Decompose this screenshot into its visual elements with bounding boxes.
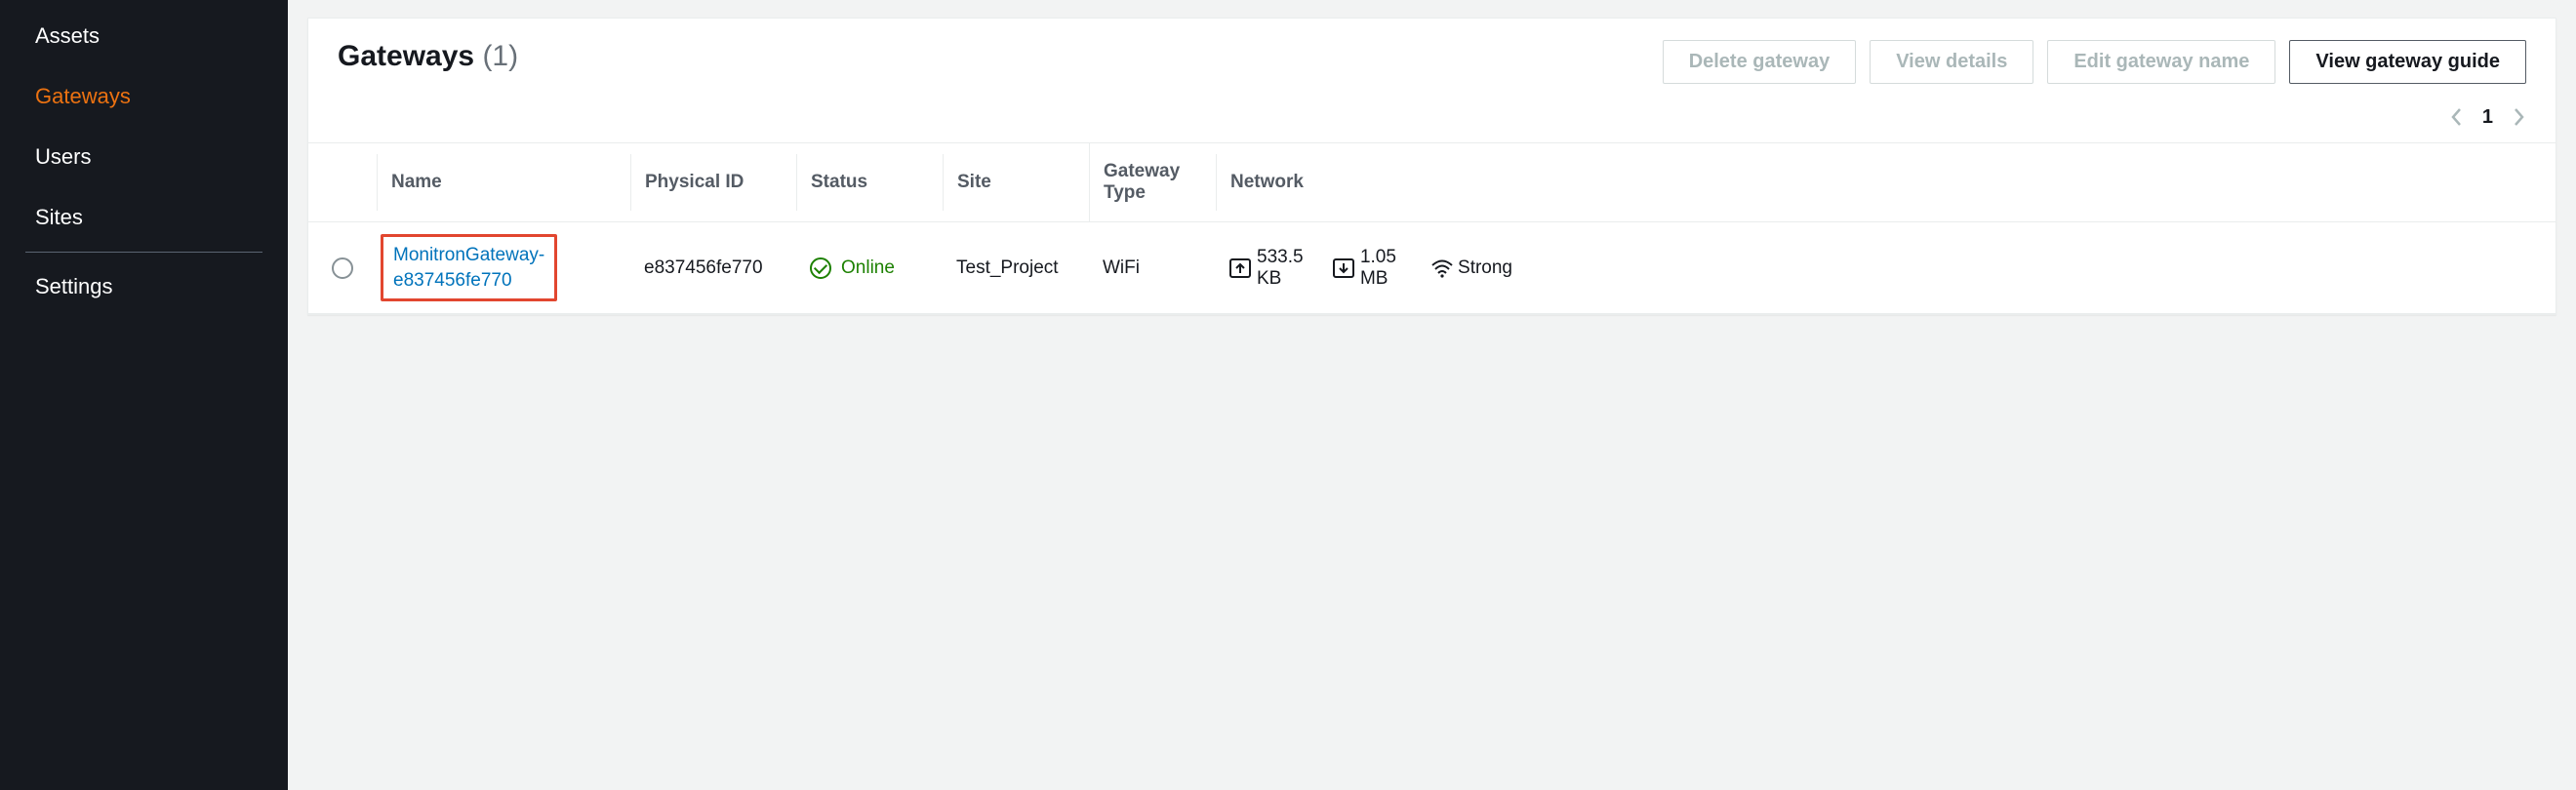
row-status: Online (796, 240, 943, 296)
pager-next-icon[interactable] (2511, 105, 2526, 129)
view-gateway-guide-button[interactable]: View gateway guide (2289, 40, 2526, 84)
col-status: Status (796, 154, 943, 211)
col-name: Name (377, 154, 630, 211)
edit-gateway-name-button[interactable]: Edit gateway name (2047, 40, 2275, 84)
view-details-button[interactable]: View details (1870, 40, 2033, 84)
network-download-value: 1.05 MB (1360, 247, 1409, 290)
gateway-name-line2: e837456fe770 (393, 270, 512, 291)
row-network: 533.5 KB 1.05 MB (1216, 229, 1538, 307)
network-upload: 533.5 KB (1229, 247, 1311, 290)
row-name-highlight: MonitronGateway- e837456fe770 (381, 234, 557, 301)
col-select (308, 165, 377, 200)
upload-icon (1229, 258, 1251, 278)
main-content: Gateways (1) Delete gateway View details… (288, 0, 2576, 790)
col-site: Site (943, 154, 1089, 211)
row-site: Test_Project (943, 240, 1089, 296)
action-bar: Delete gateway View details Edit gateway… (1663, 40, 2526, 84)
network-signal-value: Strong (1458, 257, 1512, 279)
pager: 1 (308, 98, 2556, 142)
status-ok-icon (810, 257, 831, 279)
row-select-radio[interactable] (332, 257, 353, 279)
sidebar-item-users[interactable]: Users (0, 127, 288, 187)
status-text: Online (841, 257, 895, 279)
page-title: Gateways (1) (338, 40, 518, 73)
gateway-name-link[interactable]: MonitronGateway- e837456fe770 (393, 245, 544, 291)
row-gateway-type: WiFi (1089, 240, 1216, 296)
gateways-panel: Gateways (1) Delete gateway View details… (307, 18, 2556, 315)
row-physical-id: e837456fe770 (630, 240, 796, 296)
network-signal: Strong (1430, 257, 1512, 279)
delete-gateway-button[interactable]: Delete gateway (1663, 40, 1857, 84)
panel-header: Gateways (1) Delete gateway View details… (308, 19, 2556, 98)
col-physical-id: Physical ID (630, 154, 796, 211)
sidebar-item-sites[interactable]: Sites (0, 187, 288, 248)
table-row: MonitronGateway- e837456fe770 e837456fe7… (308, 222, 2556, 314)
sidebar-item-settings[interactable]: Settings (0, 257, 288, 317)
sidebar-item-gateways[interactable]: Gateways (0, 66, 288, 127)
network-upload-value: 533.5 KB (1257, 247, 1311, 290)
pager-current-page: 1 (2482, 106, 2493, 129)
row-select-cell (308, 240, 377, 296)
page-title-count: (1) (482, 40, 518, 72)
sidebar-item-assets[interactable]: Assets (0, 6, 288, 66)
table-header-row: Name Physical ID Status Site Gateway Typ… (308, 143, 2556, 222)
row-name-cell: MonitronGateway- e837456fe770 (377, 222, 630, 313)
sidebar-divider (25, 252, 262, 253)
pager-prev-icon[interactable] (2449, 105, 2465, 129)
col-gateway-type: Gateway Type (1089, 143, 1216, 221)
col-network: Network (1216, 154, 1538, 211)
gateways-table: Name Physical ID Status Site Gateway Typ… (308, 142, 2556, 314)
wifi-icon (1430, 258, 1452, 278)
network-download: 1.05 MB (1333, 247, 1409, 290)
page-title-text: Gateways (338, 40, 474, 72)
download-icon (1333, 258, 1354, 278)
sidebar: Assets Gateways Users Sites Settings (0, 0, 288, 790)
gateway-name-line1: MonitronGateway- (393, 245, 544, 265)
